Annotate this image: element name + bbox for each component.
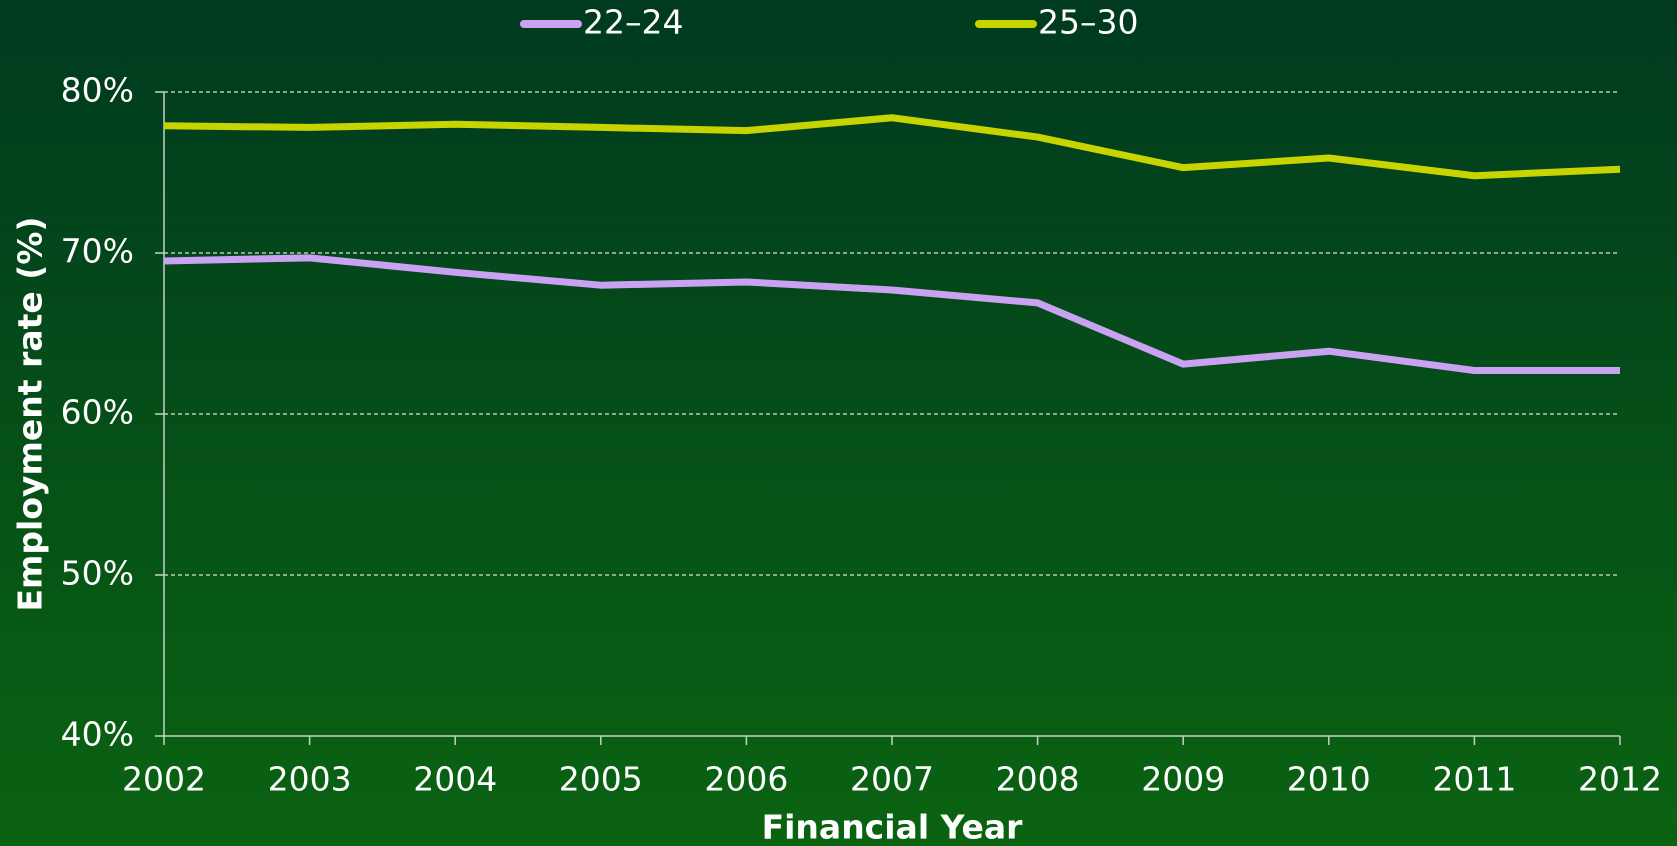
y-axis-title: Employment rate (%) (11, 217, 50, 612)
x-tick-label: 2009 (1141, 760, 1225, 799)
x-tick-label: 2010 (1287, 760, 1371, 799)
x-tick-label: 2008 (996, 760, 1080, 799)
x-tick-label: 2006 (704, 760, 788, 799)
x-tick-label: 2012 (1578, 760, 1662, 799)
legend-label: 22–24 (583, 3, 683, 42)
x-tick-label: 2005 (559, 760, 643, 799)
y-tick-label: 80% (61, 71, 134, 110)
data-line (163, 254, 1620, 375)
x-tick-label: 2007 (850, 760, 934, 799)
y-tick-label: 70% (61, 232, 134, 271)
x-tick-label: 2011 (1432, 760, 1516, 799)
data-line (163, 114, 1621, 180)
y-tick-label: 40% (61, 715, 134, 754)
y-tick-label: 60% (61, 393, 134, 432)
x-tick-label: 2003 (268, 760, 352, 799)
x-axis-title: Financial Year (762, 808, 1024, 846)
x-tick-label: 2004 (413, 760, 497, 799)
legend-label: 25–30 (1038, 3, 1138, 42)
y-tick-label: 50% (61, 554, 134, 593)
x-tick-label: 2002 (122, 760, 206, 799)
